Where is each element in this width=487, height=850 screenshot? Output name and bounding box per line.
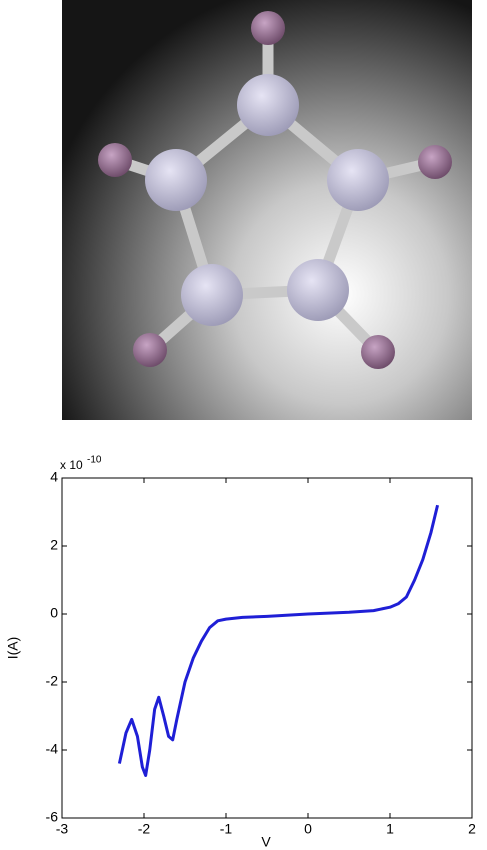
x-axis-label: V (261, 834, 271, 850)
x-tick-label: 2 (468, 821, 476, 837)
page: V I(A) x 10 -10 -3-2-1012-6-4-2024 (0, 0, 487, 850)
x-tick-label: 1 (386, 821, 394, 837)
y-tick-label: -2 (46, 673, 59, 689)
y-tick-label: 4 (50, 469, 58, 485)
x-tick-label: 0 (304, 821, 312, 837)
axes-box (62, 478, 472, 818)
y-scale-exponent: -10 (87, 455, 102, 466)
molecule-render (62, 0, 472, 420)
y-tick-label: 2 (50, 537, 58, 553)
y-tick-label: -6 (46, 809, 59, 825)
x-tick-label: -1 (220, 821, 233, 837)
y-tick-label: 0 (50, 605, 58, 621)
y-scale-label: x 10 (60, 458, 83, 472)
y-axis-label: I(A) (5, 637, 21, 660)
line-series (119, 505, 437, 775)
y-tick-label: -4 (46, 741, 59, 757)
figure: V I(A) x 10 -10 -3-2-1012-6-4-2024 (0, 0, 487, 850)
x-tick-label: -2 (138, 821, 151, 837)
